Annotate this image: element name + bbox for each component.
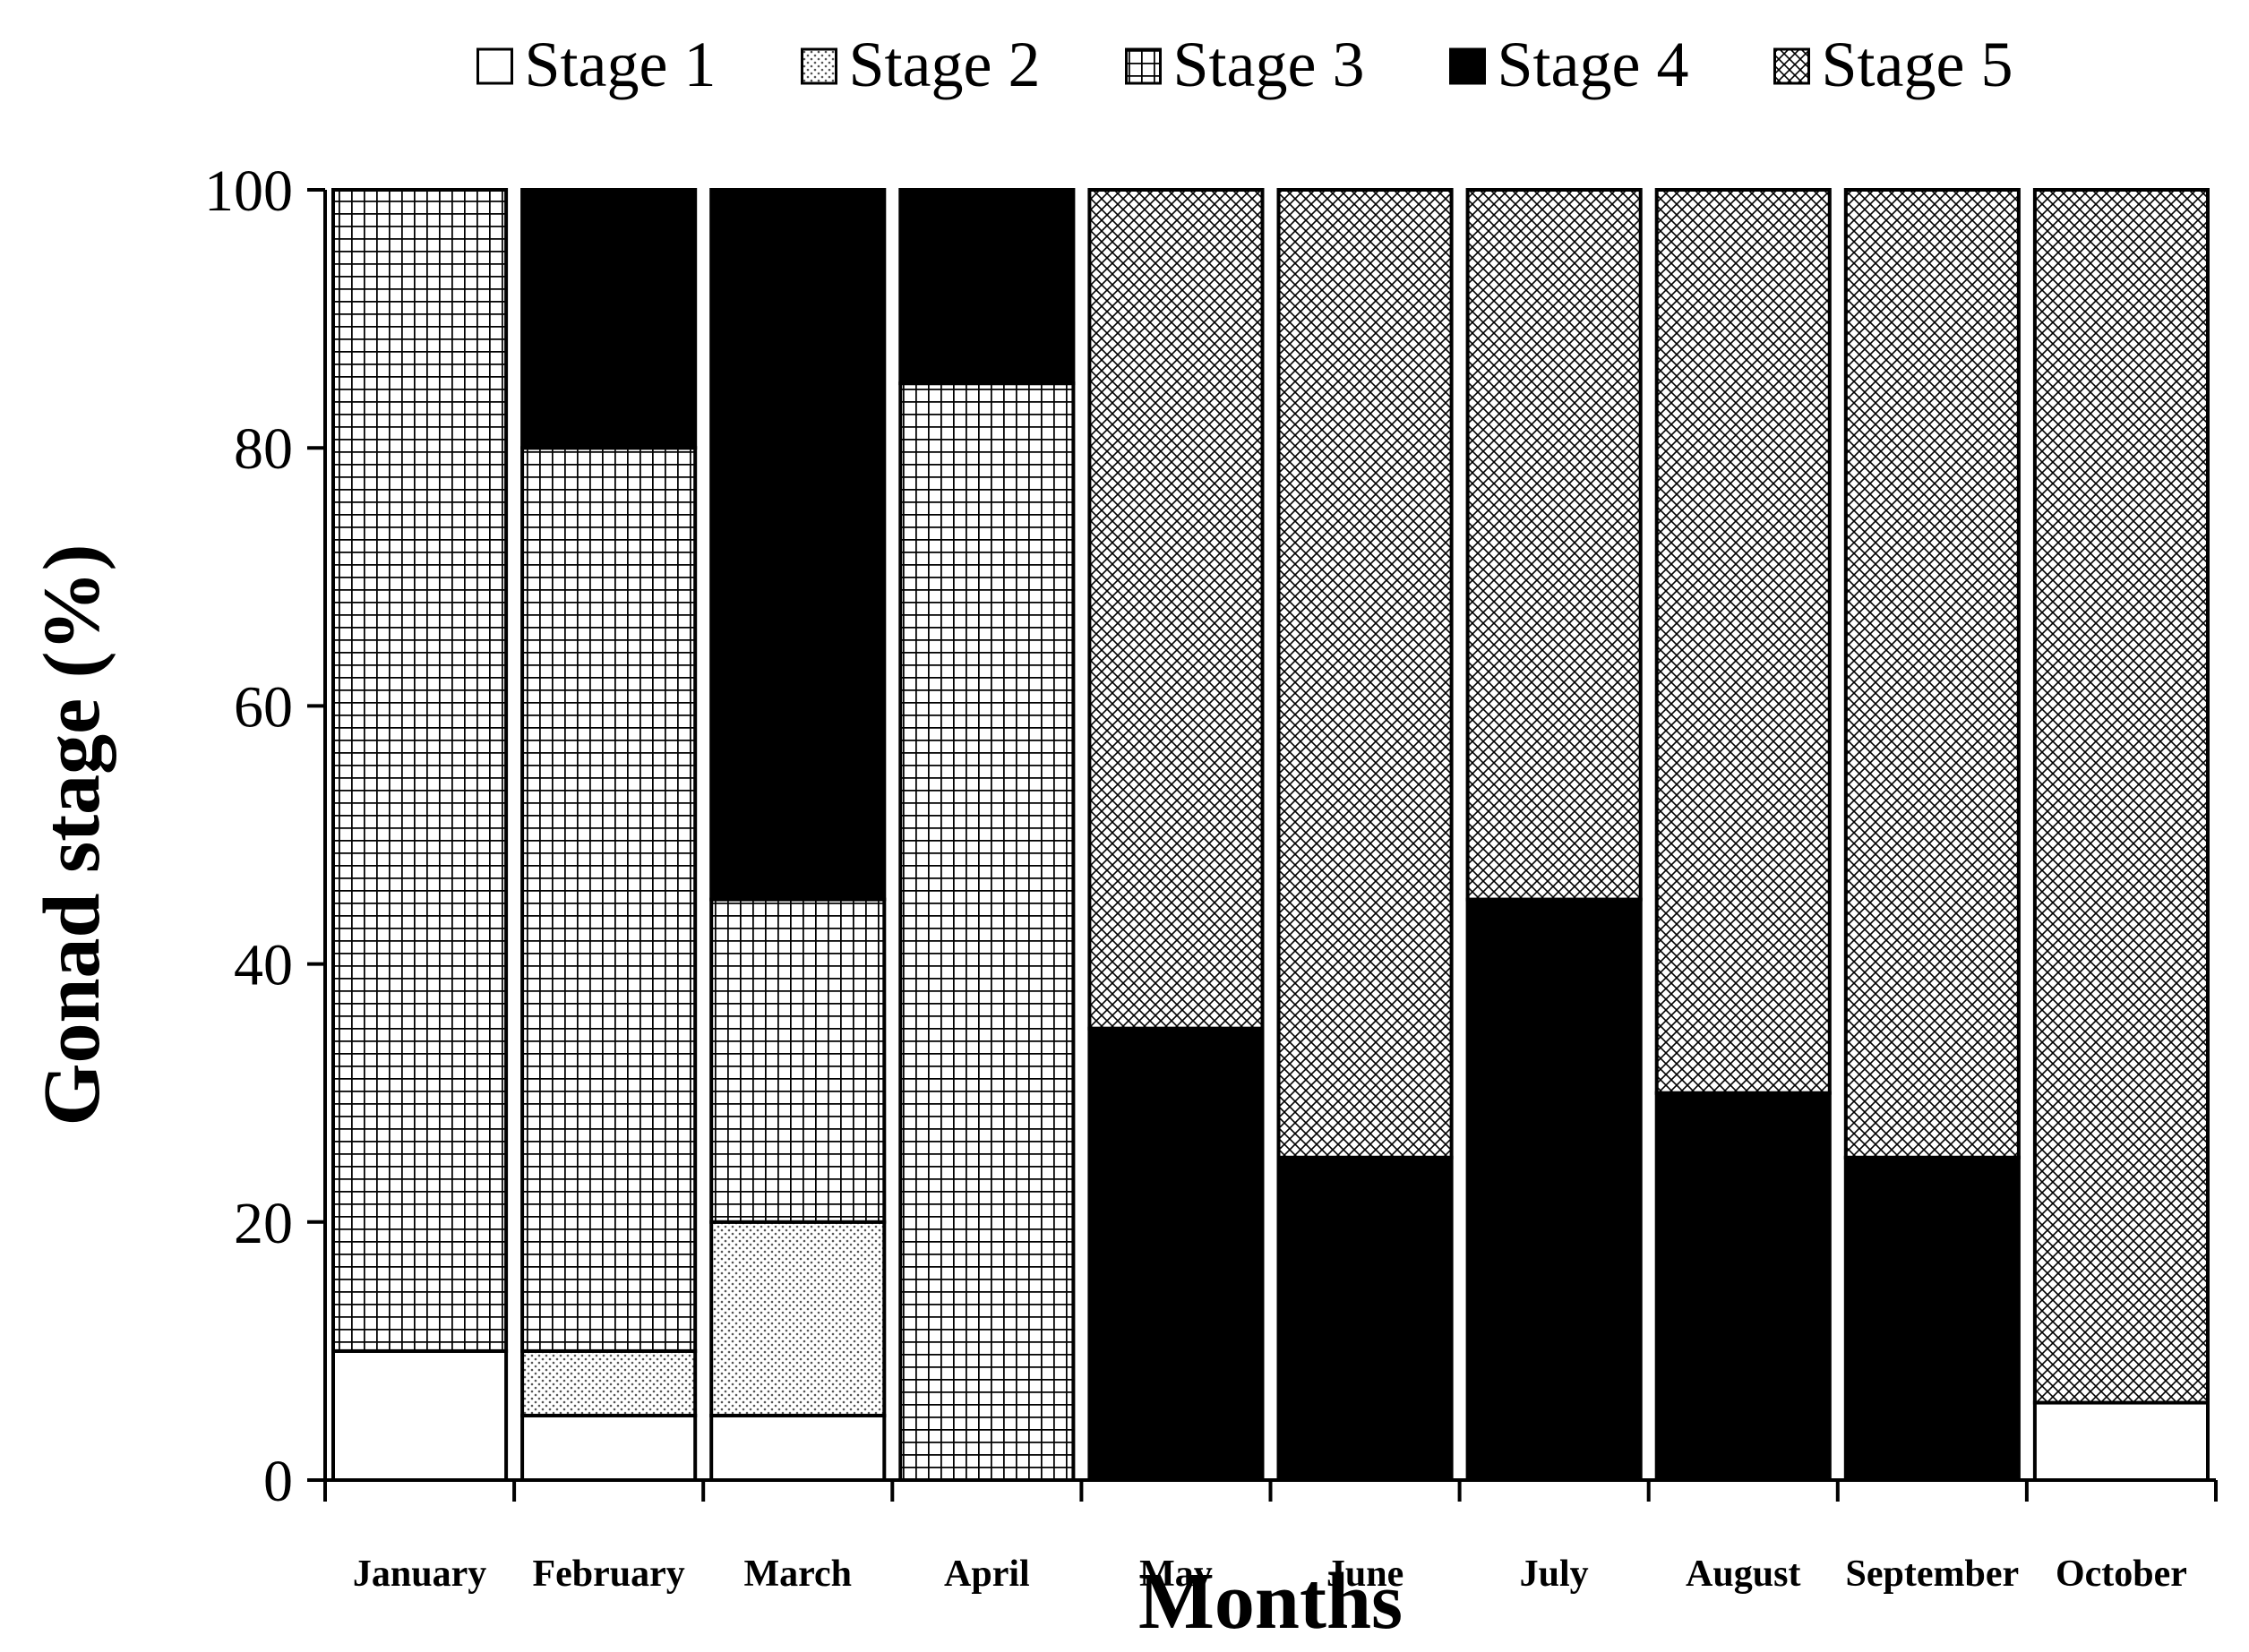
bar-stack-september (1843, 188, 2021, 1482)
legend-label: Stage 3 (1173, 29, 1365, 100)
x-tick-label: July (1520, 1554, 1589, 1595)
bar-segment (1843, 1155, 2021, 1482)
bar-segment (520, 1413, 698, 1482)
legend-label: Stage 1 (525, 29, 717, 100)
bar-stack-april (898, 188, 1076, 1482)
plot-area (331, 188, 2210, 1483)
x-tick-label: February (533, 1554, 685, 1595)
x-tick-label: October (2056, 1554, 2187, 1595)
legend-swatch (1449, 47, 1486, 85)
legend-item: Stage 2 (801, 29, 1041, 100)
axes: 0 20 40 60 80 100 (204, 158, 2218, 1514)
y-tick-label: 40 (234, 933, 293, 998)
bar-segment (1465, 897, 1643, 1482)
bar-segment (331, 188, 509, 1353)
bar-stack-august (1654, 188, 1832, 1482)
legend-item: Stage 1 (476, 29, 717, 100)
y-tick-label: 100 (204, 158, 293, 224)
bar-segment (709, 1220, 887, 1417)
x-tick-label: June (1326, 1554, 1403, 1595)
legend-label: Stage 5 (1822, 29, 2013, 100)
bar-segment (520, 446, 698, 1353)
bar-segment (1843, 188, 2021, 1160)
y-tick-label: 0 (263, 1449, 293, 1514)
bar-segment (709, 1413, 887, 1482)
bar-segment (1276, 1155, 1454, 1482)
legend-swatch (801, 47, 837, 85)
legend-swatch (1773, 47, 1810, 85)
bar-segment (1654, 1091, 1832, 1482)
y-axis-title: Gonad stage (%) (28, 544, 116, 1126)
legend-label: Stage 2 (849, 29, 1041, 100)
legend-label: Stage 4 (1498, 29, 1689, 100)
bar-stack-june (1276, 188, 1454, 1482)
bar-segment (2032, 1400, 2210, 1483)
x-axis-title: Months (1138, 1557, 1403, 1646)
legend-item: Stage 5 (1773, 29, 2013, 100)
bar-stack-march (709, 188, 887, 1482)
legend-swatch (476, 47, 513, 85)
legend-item: Stage 3 (1125, 29, 1365, 100)
x-tick-label: March (743, 1554, 852, 1595)
bar-segment (709, 897, 887, 1224)
axis-labels: January February March April May June July Augu… (28, 544, 2187, 1647)
x-tick-label: May (1139, 1554, 1213, 1595)
bar-segment (709, 188, 887, 902)
x-tick-label: January (353, 1554, 486, 1595)
bar-stack-may (1087, 188, 1265, 1483)
bar-stack-october (2032, 188, 2210, 1483)
bar-stack-january (331, 188, 509, 1483)
legend-item: Stage 4 (1449, 29, 1689, 100)
bar-segment (1654, 188, 1832, 1095)
y-tick-label: 80 (234, 416, 293, 482)
x-tick-label: April (944, 1554, 1030, 1595)
bar-segment (520, 1348, 698, 1417)
bar-segment (1087, 1026, 1265, 1483)
bar-stack-february (520, 188, 698, 1482)
y-tick-label: 20 (234, 1191, 293, 1256)
legend: Stage 1 Stage 2 Stage 3 Stage 4 Stage 5 (476, 29, 2013, 100)
x-tick-label: August (1686, 1554, 1800, 1595)
bar-segment (2032, 188, 2210, 1405)
bar-segment (520, 188, 698, 450)
bar-stack-july (1465, 188, 1643, 1482)
y-tick-label: 60 (234, 674, 293, 740)
bar-segment (1276, 188, 1454, 1160)
bar-segment (1465, 188, 1643, 902)
bar-segment (898, 188, 1076, 386)
bar-segment (1087, 188, 1265, 1031)
legend-swatch (1125, 47, 1162, 85)
bar-segment (898, 381, 1076, 1482)
x-tick-label: September (1846, 1554, 2020, 1595)
bar-segment (331, 1348, 509, 1483)
